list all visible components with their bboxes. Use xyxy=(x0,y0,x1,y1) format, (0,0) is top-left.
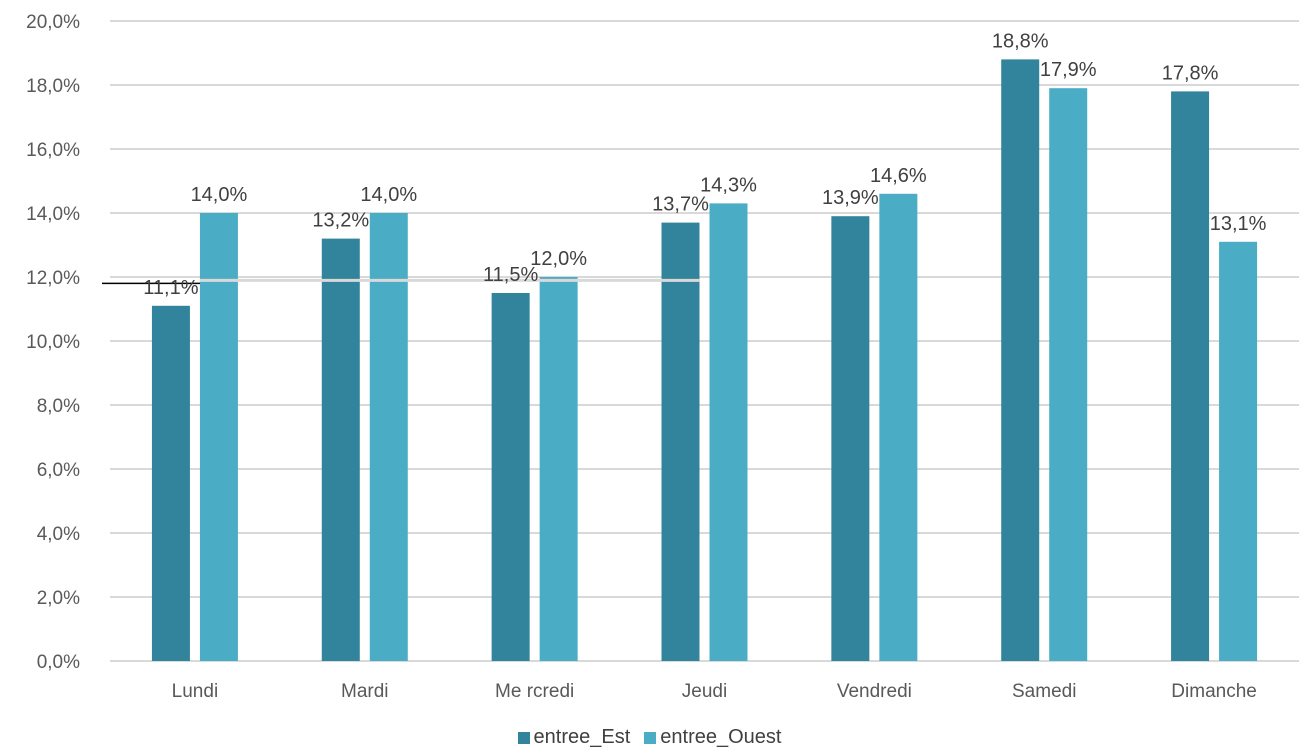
y-tick-label: 6,0% xyxy=(37,460,80,481)
legend-label-entree-est: entree_Est xyxy=(533,726,631,748)
bar-entree-ouest xyxy=(1049,88,1088,661)
bar-entree-est xyxy=(831,216,870,661)
legend-label-entree-ouest: entree_Ouest xyxy=(660,726,782,748)
y-tick-label: 2,0% xyxy=(37,588,80,609)
bar-entree-est xyxy=(151,305,190,661)
bar-entree-est xyxy=(321,238,360,661)
bar-entree-ouest xyxy=(1219,241,1258,662)
data-label: 13,2% xyxy=(312,210,369,232)
bar-entree-est xyxy=(661,222,700,661)
x-category-label: Jeudi xyxy=(682,681,727,702)
bar-entree-ouest xyxy=(879,193,918,662)
legend-item-entree-ouest: entree_Ouest xyxy=(644,726,781,749)
bar-entree-ouest xyxy=(539,277,578,661)
data-label: 14,6% xyxy=(870,165,927,187)
bar-entree-ouest xyxy=(199,213,238,661)
data-label: 17,9% xyxy=(1040,59,1097,81)
y-tick-label: 4,0% xyxy=(37,524,80,545)
bar-chart: 0,0% 2,0% 4,0% 6,0% 8,0% 10,0% 12,0% 14,0% 16,0%… xyxy=(26,12,1299,702)
y-tick-label: 10,0% xyxy=(26,332,80,353)
data-label: 14,3% xyxy=(700,174,757,196)
bar-entree-ouest xyxy=(369,213,408,661)
x-category-label: Dimanche xyxy=(1171,681,1257,702)
y-tick-label: 18,0% xyxy=(26,76,80,97)
legend-item-entree-est: entree_Est xyxy=(517,726,631,749)
data-label: 13,1% xyxy=(1210,213,1267,235)
legend-swatch-entree-est xyxy=(517,731,530,744)
chart-legend: entree_Est entree_Ouest xyxy=(0,726,1299,749)
data-label: 11,5% xyxy=(483,264,538,286)
y-tick-label: 0,0% xyxy=(37,652,80,673)
bar-entree-est xyxy=(1171,91,1210,661)
y-tick-label: 12,0% xyxy=(26,268,80,289)
y-tick-label: 8,0% xyxy=(37,396,80,417)
y-tick-label: 16,0% xyxy=(26,140,80,161)
bar-entree-est xyxy=(1001,59,1040,661)
x-category-label: Me rcredi xyxy=(495,681,574,702)
bar-entree-ouest xyxy=(709,203,748,661)
y-tick-label: 20,0% xyxy=(26,12,80,33)
data-label: 12,0% xyxy=(530,248,587,270)
data-label: 14,0% xyxy=(191,184,248,206)
x-category-label: Mardi xyxy=(341,681,389,702)
data-label: 11,1% xyxy=(143,277,198,299)
data-label: 13,7% xyxy=(652,194,709,216)
data-label: 18,8% xyxy=(992,30,1049,52)
y-tick-label: 14,0% xyxy=(26,204,80,225)
x-category-label: Samedi xyxy=(1012,681,1076,702)
data-label: 14,0% xyxy=(360,184,417,206)
x-category-label: Lundi xyxy=(172,681,219,702)
bar-entree-est xyxy=(491,293,530,661)
data-label: 17,8% xyxy=(1162,62,1219,84)
x-category-label: Vendredi xyxy=(837,681,912,702)
data-label: 13,9% xyxy=(822,187,879,209)
legend-swatch-entree-ouest xyxy=(644,731,657,744)
